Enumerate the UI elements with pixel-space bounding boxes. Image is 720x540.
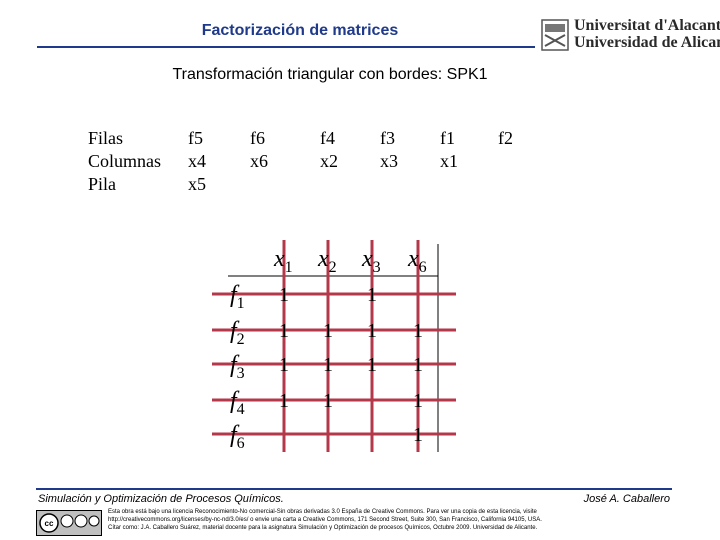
matrix-mark: 1 bbox=[367, 284, 377, 306]
table-cell: f2 bbox=[498, 128, 513, 148]
row-label-columnas: Columnas bbox=[88, 151, 162, 171]
matrix-row-label: f4 bbox=[230, 388, 245, 418]
license-text: Esta obra está bajo una licencia Reconoc… bbox=[108, 508, 688, 532]
header-rule bbox=[37, 46, 535, 48]
creative-commons-icon: cc bbox=[39, 513, 100, 533]
logo-line-2: Universidad de Alicante bbox=[574, 34, 720, 51]
table-cell: f3 bbox=[380, 128, 395, 148]
matrix-mark: 1 bbox=[279, 284, 289, 306]
matrix-column-label: x3 bbox=[361, 246, 381, 276]
table-cell: x5 bbox=[188, 174, 206, 194]
logo-line-1: Universitat d'Alacant bbox=[574, 17, 720, 34]
license-line: Esta obra está bajo una licencia Reconoc… bbox=[108, 509, 537, 515]
matrix-mark: 1 bbox=[279, 354, 289, 376]
university-emblem-icon bbox=[541, 19, 569, 51]
page-title: Factorización de matrices bbox=[201, 22, 399, 39]
matrix-mark: 1 bbox=[413, 320, 423, 342]
matrix-mark: 1 bbox=[323, 320, 333, 342]
footer-rule bbox=[36, 488, 672, 490]
footer-author: José A. Caballero bbox=[583, 493, 670, 505]
matrix-mark: 1 bbox=[413, 390, 423, 412]
matrix-row-label: f1 bbox=[230, 282, 245, 312]
table-cell: f4 bbox=[320, 128, 335, 148]
matrix-row-label: f3 bbox=[230, 352, 245, 382]
matrix-mark: 1 bbox=[413, 354, 423, 376]
creative-commons-badge: cc bbox=[36, 510, 102, 536]
license-line: Cítar como: J.A. Caballero Suárez, mater… bbox=[108, 525, 538, 531]
university-logo: Universitat d'Alacant Universidad de Ali… bbox=[540, 17, 720, 52]
table-cell: f5 bbox=[188, 128, 203, 148]
table-cell: x1 bbox=[440, 151, 458, 171]
table-cell: x4 bbox=[188, 151, 206, 171]
matrix-column-label: x6 bbox=[407, 246, 427, 276]
matrix-mark: 1 bbox=[413, 424, 423, 446]
table-cell: f6 bbox=[250, 128, 265, 148]
table-cell: x6 bbox=[250, 151, 268, 171]
matrix-mark: 1 bbox=[323, 390, 333, 412]
matrix-mark: 1 bbox=[279, 320, 289, 342]
matrix-mark: 1 bbox=[367, 320, 377, 342]
matrix-row-label: f2 bbox=[230, 318, 245, 348]
matrix-mark: 1 bbox=[279, 390, 289, 412]
table-cell: x2 bbox=[320, 151, 338, 171]
table-cell: f1 bbox=[440, 128, 455, 148]
matrix-row-label: f6 bbox=[230, 422, 245, 452]
matrix-mark: 1 bbox=[323, 354, 333, 376]
matrix-column-label: x1 bbox=[273, 246, 293, 276]
license-line: http://creativecommons.org/licenses/by-n… bbox=[108, 517, 542, 523]
slide-subtitle: Transformación triangular con bordes: SP… bbox=[172, 66, 488, 83]
row-label-pila: Pila bbox=[88, 174, 117, 194]
matrix-mark: 1 bbox=[367, 354, 377, 376]
table-cell: x3 bbox=[380, 151, 398, 171]
footer-course: Simulación y Optimización de Procesos Qu… bbox=[38, 493, 284, 505]
svg-text:cc: cc bbox=[45, 519, 54, 528]
matrix-column-label: x2 bbox=[317, 246, 337, 276]
row-label-filas: Filas bbox=[88, 128, 124, 148]
